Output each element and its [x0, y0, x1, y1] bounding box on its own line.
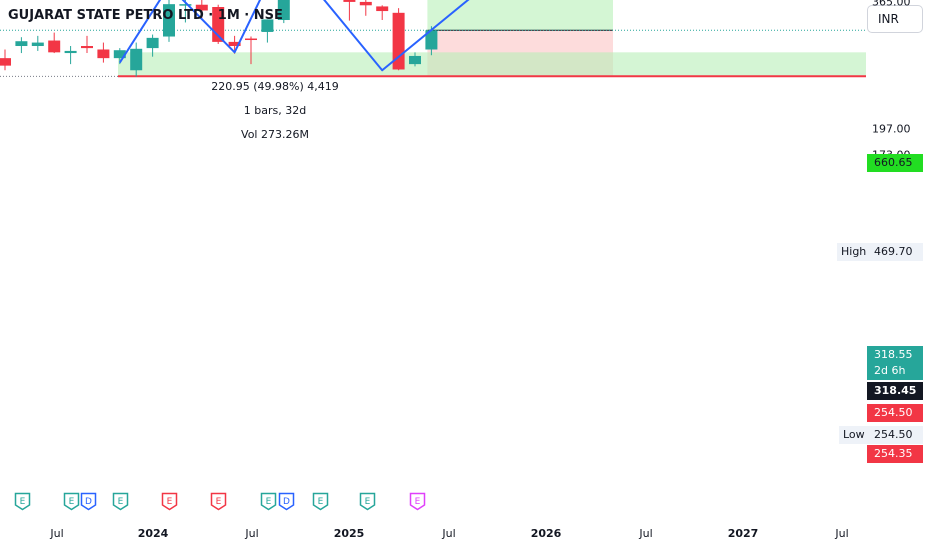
candle-body	[376, 6, 389, 12]
candle-body	[113, 50, 126, 59]
svg-text:E: E	[69, 497, 75, 507]
low-label: Low	[839, 426, 869, 444]
earnings-icon[interactable]: E	[359, 492, 376, 511]
candle-body	[130, 48, 143, 71]
candle-body	[0, 58, 11, 66]
svg-text:E: E	[365, 497, 371, 507]
candle-body	[179, 4, 192, 6]
svg-text:D: D	[85, 497, 92, 507]
svg-text:E: E	[266, 497, 272, 507]
earnings-icon[interactable]: E	[63, 492, 80, 511]
earnings-icon[interactable]: E	[260, 492, 277, 511]
support-zone	[118, 52, 866, 77]
candle-body	[195, 4, 208, 11]
high-label: High	[837, 243, 871, 261]
x-tick-label: Jul	[442, 527, 456, 540]
x-tick-label: 2027	[727, 527, 759, 540]
candle-body	[409, 55, 421, 65]
candle-body	[48, 40, 61, 53]
candle-body	[261, 19, 274, 32]
currency-selector[interactable]: INR	[867, 5, 923, 33]
x-tick-label: Jul	[245, 527, 259, 540]
measure-volume: Vol 273.26M	[241, 128, 309, 141]
earnings-icon[interactable]: E	[210, 492, 227, 511]
candle-body	[81, 46, 93, 49]
earnings-icon[interactable]: E	[312, 492, 329, 511]
measure-change: 220.95 (49.98%) 4,419	[211, 80, 339, 93]
x-tick-label: Jul	[50, 527, 64, 540]
stop-price-badge: 254.50	[867, 404, 923, 422]
svg-text:D: D	[283, 497, 290, 507]
x-tick-label: Jul	[639, 527, 653, 540]
candle-body	[146, 37, 159, 49]
y-tick-label: 365.00	[872, 0, 911, 9]
candle-body	[228, 41, 241, 47]
dividend-icon[interactable]: D	[278, 492, 295, 511]
crosshair-price-badge: 318.45	[867, 382, 923, 400]
candle-body	[277, 0, 290, 21]
svg-text:E: E	[318, 497, 324, 507]
svg-text:E: E	[20, 497, 26, 507]
x-tick-label: Jul	[835, 527, 849, 540]
x-tick-label: 2026	[530, 527, 562, 540]
high-price-badge: 469.70	[867, 243, 923, 261]
candle-body	[97, 49, 110, 59]
svg-text:E: E	[216, 497, 222, 507]
low-marker-badge: 254.35	[867, 445, 923, 463]
x-tick-label: 2024	[137, 527, 169, 540]
candle-body	[64, 50, 77, 54]
bar-countdown-badge: 2d 6h	[867, 362, 923, 380]
svg-text:E: E	[415, 497, 421, 507]
earnings-icon[interactable]: E	[409, 492, 426, 511]
dividend-icon[interactable]: D	[80, 492, 97, 511]
pattern-line	[118, 0, 470, 72]
last-price-badge: 318.55	[867, 346, 923, 364]
candle-body	[245, 38, 257, 41]
svg-text:E: E	[167, 497, 173, 507]
target-zone	[427, 0, 613, 31]
svg-text:E: E	[118, 497, 124, 507]
candle-body	[425, 30, 438, 50]
y-tick-label: 197.00	[872, 122, 911, 136]
candle-body	[343, 0, 356, 2]
earnings-icon[interactable]: E	[161, 492, 178, 511]
chart-title: GUJARAT STATE PETRO LTD · 1M · NSE	[8, 8, 283, 23]
candle-body	[15, 41, 28, 47]
target-price-badge: 660.65	[867, 154, 923, 172]
candle-body	[163, 4, 175, 37]
x-tick-label: 2025	[333, 527, 365, 540]
measure-bars: 1 bars, 32d	[243, 104, 307, 117]
earnings-icon[interactable]: E	[14, 492, 31, 511]
low-price-badge: 254.50	[867, 426, 923, 444]
candle-body	[359, 1, 372, 6]
earnings-icon[interactable]: E	[112, 492, 129, 511]
candle-body	[31, 42, 44, 47]
